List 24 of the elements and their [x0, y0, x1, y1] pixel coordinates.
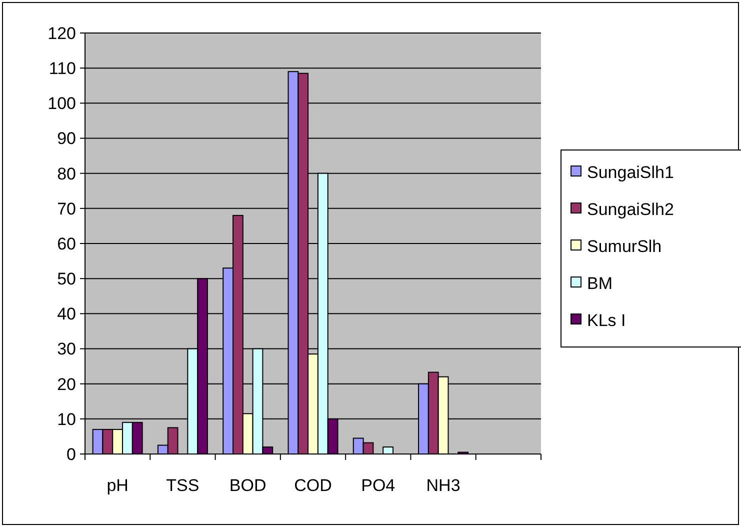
y-tick-label: 10 — [57, 410, 76, 429]
y-tick-label: 20 — [57, 374, 76, 394]
x-tick-label: NH3 — [426, 476, 460, 495]
x-tick-label: PO4 — [361, 476, 396, 495]
x-tick-label: TSS — [166, 476, 200, 495]
x-tick-label: pH — [106, 476, 128, 495]
legend-label: SumurSlh — [587, 236, 662, 256]
y-tick-label: 40 — [57, 304, 76, 324]
y-tick-label: 80 — [57, 164, 76, 184]
legend-label: KLs I — [587, 310, 626, 330]
y-tick-label: 30 — [57, 340, 76, 359]
legend-label: BM — [587, 274, 612, 293]
x-tick-label: COD — [294, 476, 332, 495]
y-tick-label: 90 — [57, 129, 76, 148]
y-tick-label: 70 — [57, 199, 76, 218]
y-tick-label: 120 — [48, 24, 76, 43]
y-tick-label: 100 — [48, 94, 76, 114]
y-tick-label: 0 — [66, 444, 76, 464]
y-tick-label: 110 — [48, 59, 76, 78]
legend-label: SungaiSlh1 — [587, 162, 674, 182]
x-tick-label: BOD — [229, 476, 266, 495]
y-tick-label: 50 — [57, 270, 76, 289]
legend-label: SungaiSlh2 — [587, 200, 674, 219]
y-tick-label: 60 — [57, 234, 76, 254]
